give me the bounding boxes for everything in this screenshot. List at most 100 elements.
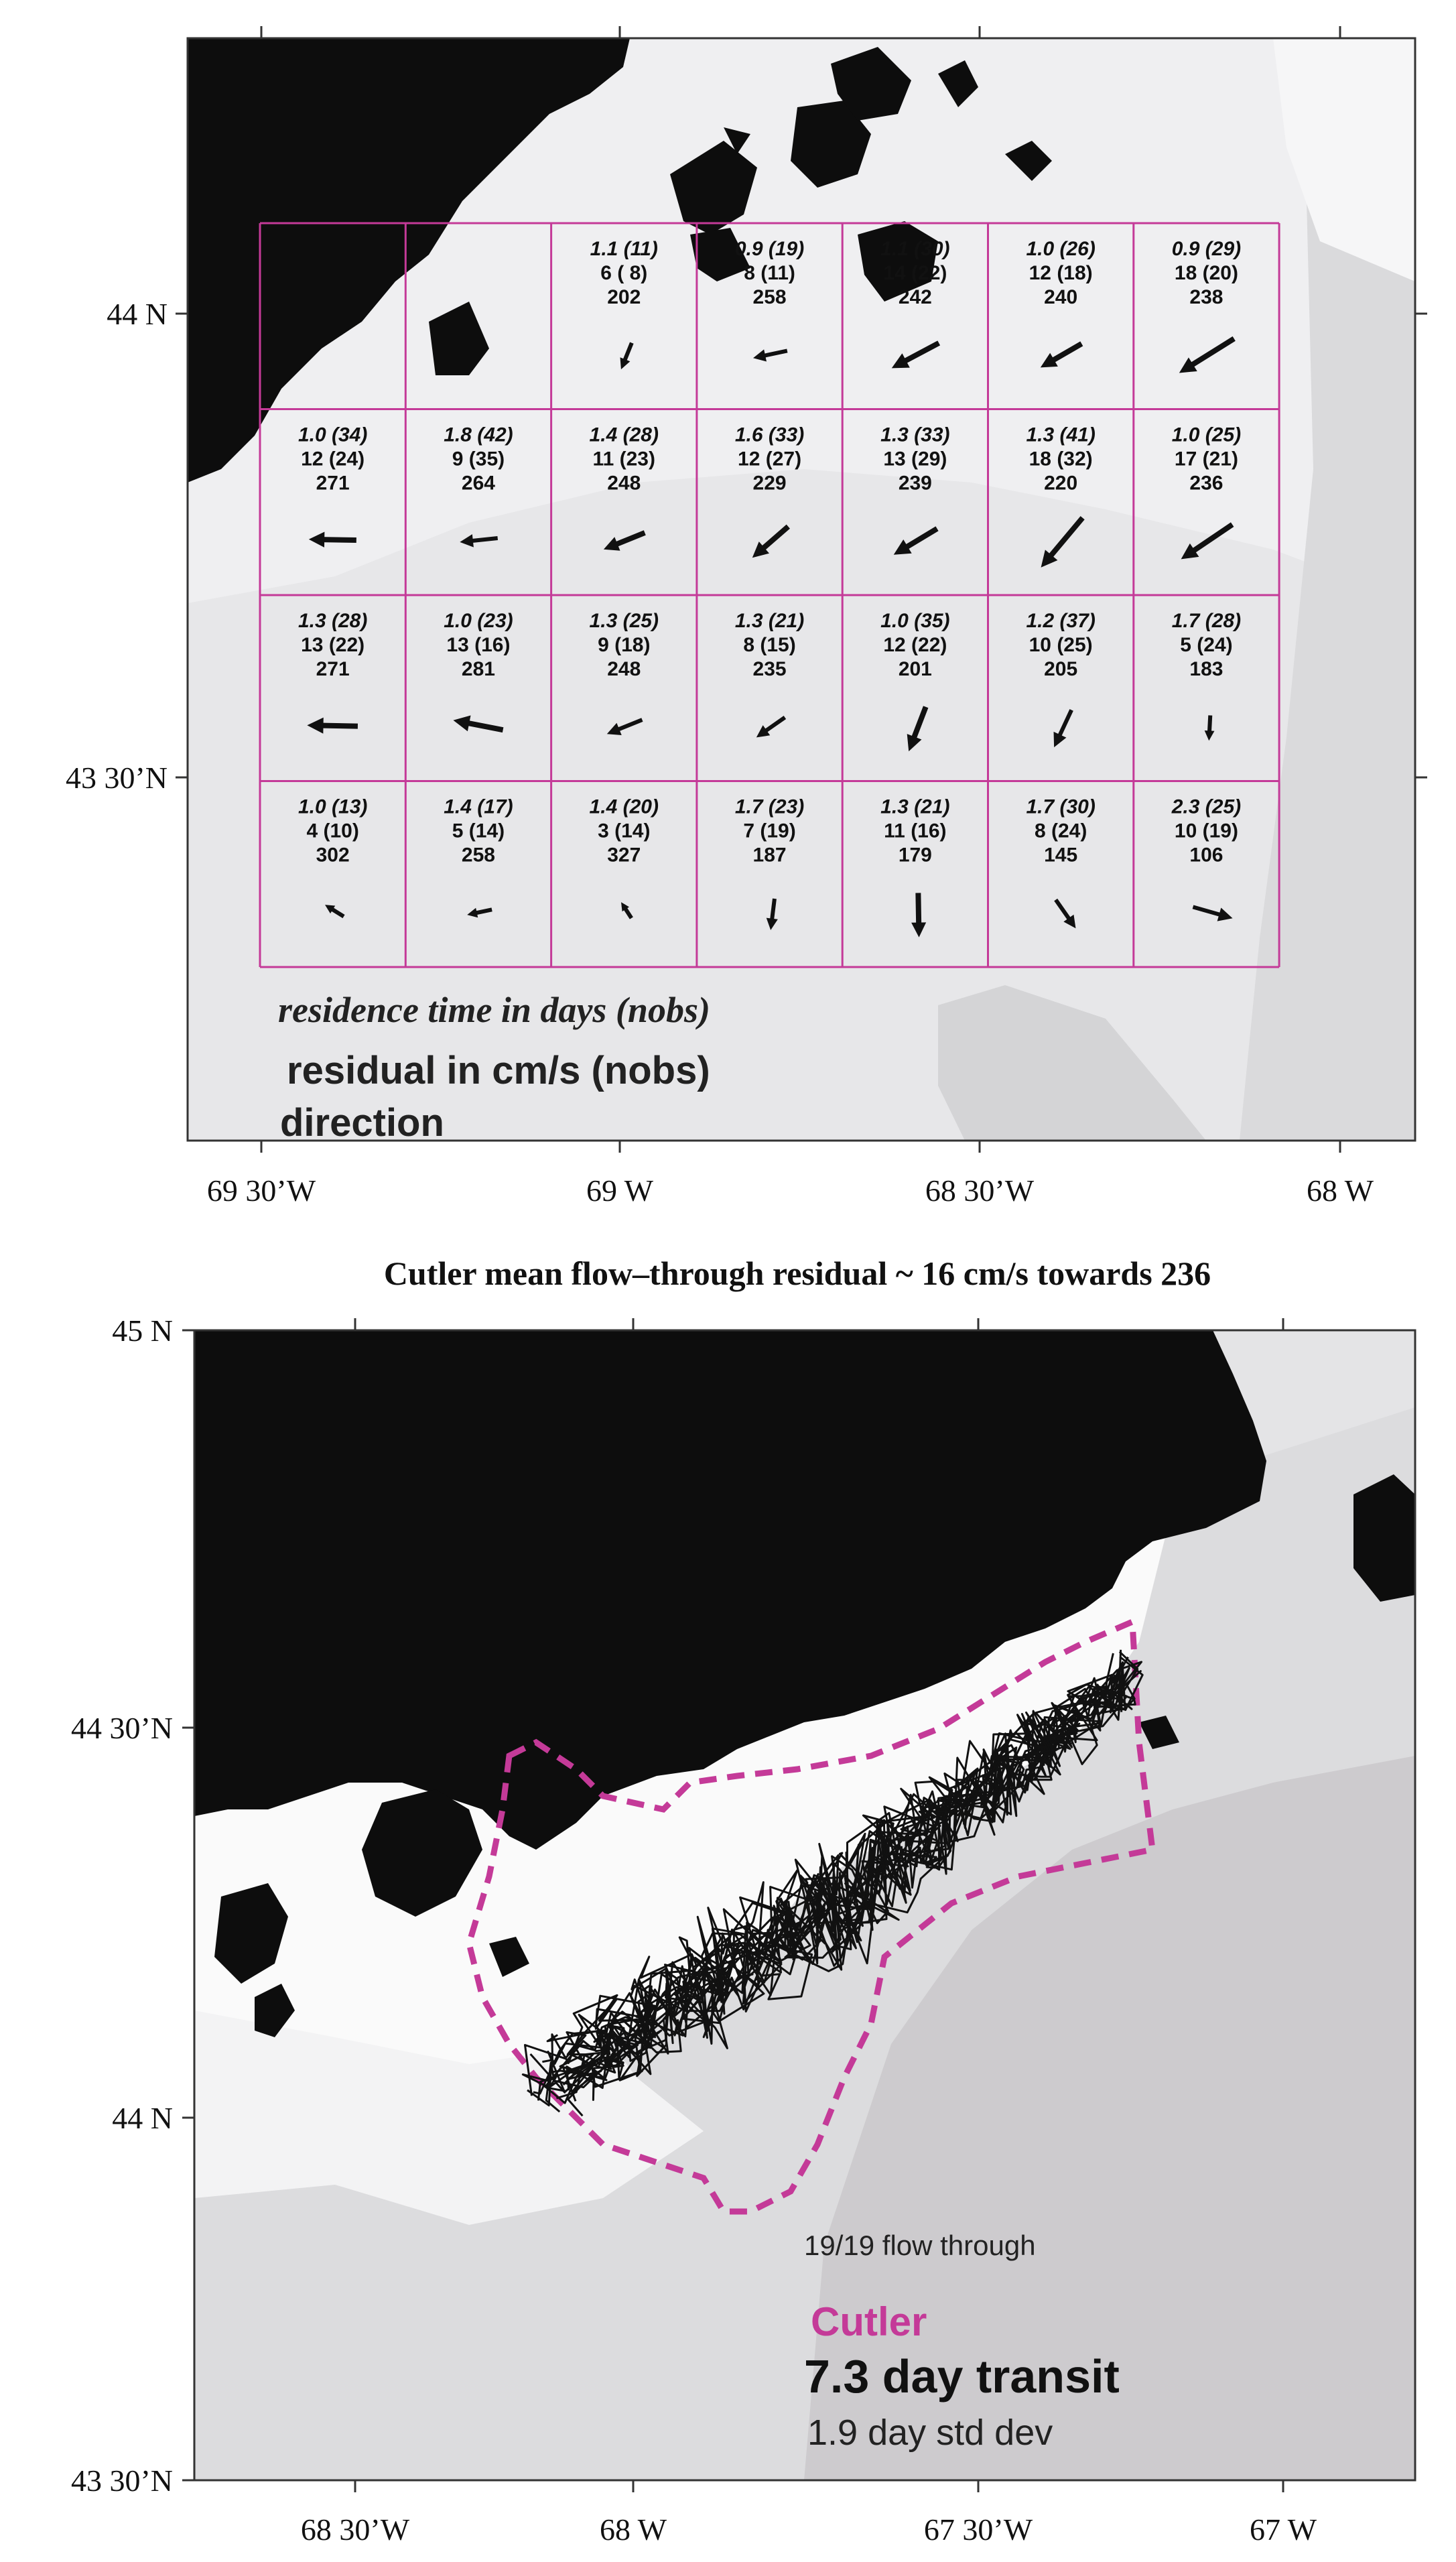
site-label: Cutler: [811, 2299, 927, 2344]
flow-arrow-head: [753, 349, 767, 362]
flow-arrow-head: [1181, 543, 1199, 560]
grid-cell: 1.7 (28)5 (24)183: [1172, 610, 1241, 741]
cell-direction: 242: [899, 286, 932, 308]
bottom-map: Cutler mean flow–through residual ~ 16 c…: [71, 1255, 1416, 2547]
drifter-tracks: [521, 1649, 1144, 2117]
cell-residual: 10 (25): [1029, 634, 1093, 656]
cell-residual: 12 (24): [301, 448, 365, 470]
cell-residual: 11 (23): [593, 448, 655, 470]
cell-residual: 8 (11): [744, 262, 795, 284]
drifter-track: [537, 1672, 1119, 2101]
cell-residual: 13 (16): [446, 634, 510, 656]
grid-cell: 1.0 (34)12 (24)271: [298, 424, 367, 548]
legend-residence: residence time in days (nobs): [278, 990, 710, 1030]
grid-cell: 1.3 (21)8 (15)235: [735, 610, 804, 738]
residence-grid: [259, 222, 1280, 968]
flow-arrow-head: [766, 917, 778, 930]
cell-residual: 9 (18): [598, 634, 650, 656]
flow-arrow: [1185, 522, 1234, 558]
flow-arrow-head: [891, 353, 910, 369]
flow-arrow: [1043, 516, 1085, 564]
lon-label-68-30w-b: 68 30’W: [301, 2512, 410, 2547]
cell-direction: 264: [462, 472, 495, 495]
cell-residence-time: 0.9 (29): [1172, 238, 1241, 260]
flow-arrow-head: [1063, 914, 1076, 929]
grid-cell: 1.3 (25)9 (18)248: [590, 610, 659, 736]
grid-cell: 1.2 (37)10 (25)205: [1026, 610, 1096, 748]
flow-arrow-head: [308, 531, 325, 548]
cell-residual: 3 (14): [598, 820, 650, 842]
cell-residence-time: 0.9 (19): [735, 238, 804, 260]
grid-cell: 1.4 (28)11 (23)248: [590, 424, 659, 551]
cell-direction: 258: [753, 286, 787, 308]
legend-residual: residual in cm/s (nobs): [287, 1049, 710, 1092]
legend-direction: direction: [280, 1101, 444, 1145]
drifter-track: [564, 1649, 1133, 2073]
grid-cell: 0.9 (19)8 (11)258: [735, 238, 804, 362]
flow-arrow-head: [1179, 357, 1197, 373]
cell-direction: 240: [1044, 286, 1077, 308]
cell-residence-time: 1.7 (28): [1172, 610, 1241, 632]
cell-direction: 271: [316, 472, 350, 495]
lat-label-44n: 44 N: [107, 297, 168, 331]
flow-arrow-head: [1204, 730, 1215, 741]
cell-residence-time: 1.3 (28): [298, 610, 367, 632]
flow-arrow-head: [752, 541, 770, 558]
coastline-land: [194, 1330, 1266, 1850]
lon-label-68w: 68 W: [1307, 1173, 1374, 1208]
cell-residence-time: 1.4 (28): [590, 424, 659, 446]
flow-arrow-head: [606, 722, 622, 736]
grid-cell: 1.7 (30)8 (24)145: [1026, 796, 1096, 929]
grid-cell: 1.4 (20)3 (14)327: [590, 796, 659, 919]
cell-residence-time: 1.6 (33): [735, 424, 804, 446]
lon-label-67-30w-b: 67 30’W: [924, 2512, 1033, 2547]
grid-cell: 1.8 (42)9 (35)264: [444, 424, 513, 548]
top-map-frame: [186, 37, 1416, 1142]
cell-direction: 179: [899, 844, 932, 867]
lon-label-69w: 69 W: [586, 1173, 654, 1208]
flow-through-label: 19/19 flow through: [804, 2230, 1036, 2261]
cell-residual: 18 (20): [1175, 262, 1238, 284]
cell-residual: 12 (22): [883, 634, 947, 656]
cell-residence-time: 1.4 (17): [444, 796, 513, 818]
cell-direction: 145: [1044, 844, 1077, 867]
cell-residence-time: 1.8 (42): [444, 424, 513, 446]
cell-residual: 14 (22): [883, 262, 947, 284]
flow-arrow-head: [1217, 907, 1233, 921]
lon-label-68-30w: 68 30’W: [925, 1173, 1035, 1208]
flow-arrow-head: [467, 907, 478, 918]
grid-cell: 1.0 (26)12 (18)240: [1026, 238, 1096, 368]
cell-direction: 220: [1044, 472, 1077, 495]
grid-cell: 1.1 (30)14 (22)242: [880, 238, 950, 369]
flow-arrow-head: [1053, 731, 1067, 748]
island: [1353, 1474, 1415, 1602]
top-map: 1.1 (11)6 ( 8)202 0.9 (19)8 (11)258 1.1 (3…: [66, 26, 1427, 1208]
lat-label-44n-b: 44 N: [112, 2101, 173, 2135]
cell-residence-time: 2.3 (25): [1171, 796, 1241, 818]
grid-cell: 1.6 (33)12 (27)229: [735, 424, 804, 558]
cell-direction: 205: [1044, 658, 1077, 680]
cell-residual: 11 (16): [884, 820, 946, 842]
flow-arrow-head: [907, 734, 922, 752]
cell-direction: 187: [753, 844, 787, 867]
lon-label-69-30w: 69 30’W: [207, 1173, 316, 1208]
grid-cell: 1.1 (11)6 ( 8)202: [590, 238, 658, 370]
cell-direction: 248: [607, 472, 641, 495]
lat-label-45n: 45 N: [112, 1314, 173, 1348]
cell-residence-time: 1.0 (34): [298, 424, 367, 446]
cell-residence-time: 1.3 (25): [590, 610, 659, 632]
cell-residence-time: 1.3 (33): [880, 424, 949, 446]
grid-cell: 1.3 (28)13 (22)271: [298, 610, 367, 734]
cell-residual: 13 (22): [301, 634, 365, 656]
cell-residence-time: 1.0 (35): [880, 610, 949, 632]
cell-residual: 7 (19): [743, 820, 795, 842]
cell-direction: 201: [899, 658, 932, 680]
cell-direction: 183: [1189, 658, 1223, 680]
flow-arrow-head: [1041, 550, 1058, 568]
cell-residence-time: 1.0 (25): [1172, 424, 1241, 446]
cell-direction: 327: [607, 844, 641, 867]
cell-direction: 271: [316, 658, 350, 680]
flow-arrow-head: [307, 717, 324, 734]
cell-residence-time: 1.4 (20): [590, 796, 659, 818]
